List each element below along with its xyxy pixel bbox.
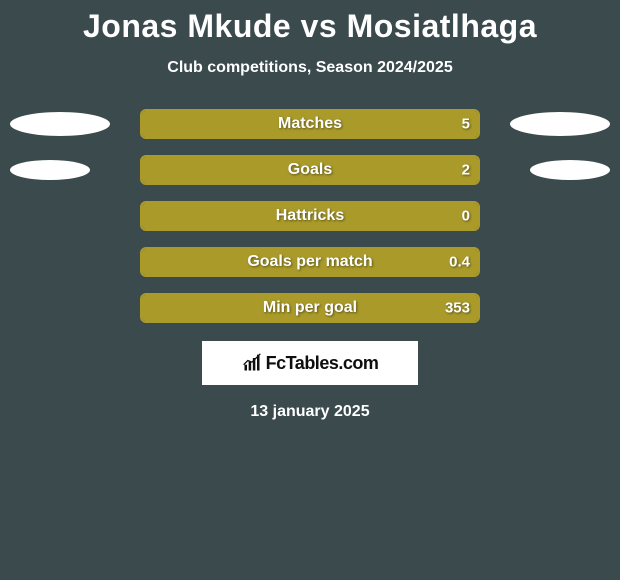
bar-fill-right [142, 111, 478, 137]
stat-row: Goals per match0.4 [0, 247, 620, 277]
bar-fill-right [142, 249, 478, 275]
stat-bar: Min per goal353 [140, 293, 480, 323]
stat-right-value: 5 [462, 116, 470, 133]
bar-fill-right [142, 157, 478, 183]
stat-row: Min per goal353 [0, 293, 620, 323]
stat-row: Matches5 [0, 109, 620, 139]
logo-box: FcTables.com [202, 341, 418, 385]
left-weight-ellipse [10, 112, 110, 136]
stat-bar: Goals per match0.4 [140, 247, 480, 277]
stat-right-value: 353 [445, 300, 470, 317]
stat-bar: Hattricks0 [140, 201, 480, 231]
stat-right-value: 2 [462, 162, 470, 179]
left-weight-ellipse [10, 160, 90, 180]
barchart-icon [242, 353, 262, 373]
comparison-infographic: Jonas Mkude vs Mosiatlhaga Club competit… [0, 0, 620, 580]
stat-right-value: 0 [462, 208, 470, 225]
bar-fill-right [142, 295, 478, 321]
right-weight-ellipse [510, 112, 610, 136]
stat-bar: Goals2 [140, 155, 480, 185]
stat-right-value: 0.4 [449, 254, 470, 271]
bar-fill-right [142, 203, 478, 229]
stat-bar: Matches5 [140, 109, 480, 139]
right-weight-ellipse [530, 160, 610, 180]
subtitle: Club competitions, Season 2024/2025 [0, 59, 620, 77]
stat-rows: Matches5 Goals2 Hattricks0 Goals per match0… [0, 109, 620, 323]
stat-row: Goals2 [0, 155, 620, 185]
logo-text: FcTables.com [266, 353, 379, 374]
date-label: 13 january 2025 [0, 403, 620, 421]
stat-row: Hattricks0 [0, 201, 620, 231]
page-title: Jonas Mkude vs Mosiatlhaga [0, 0, 620, 45]
